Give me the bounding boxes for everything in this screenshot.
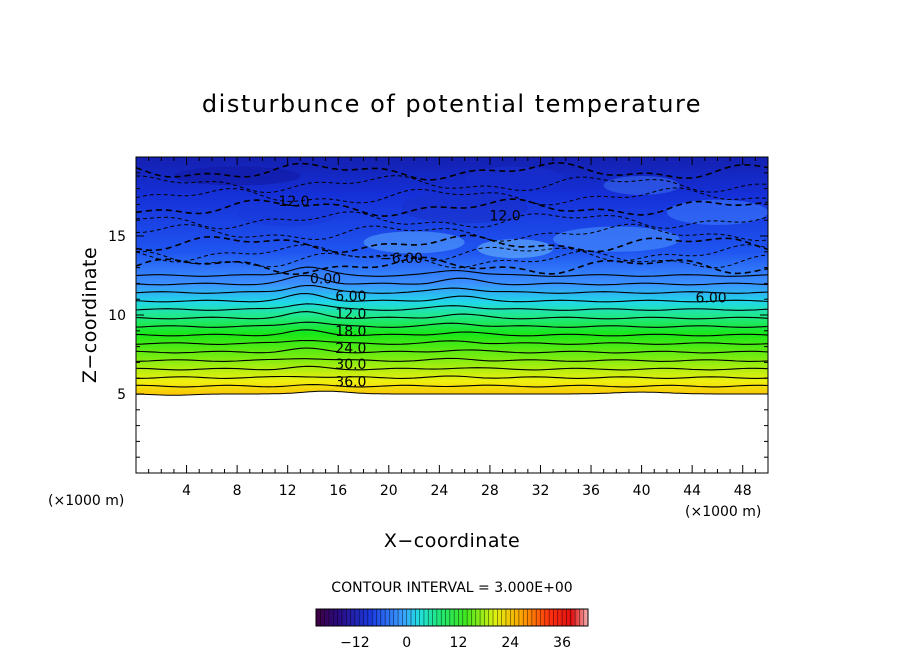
x-tick-label: 16 (329, 483, 347, 499)
contour-line (136, 284, 768, 294)
colorbar-tick-label: 36 (553, 635, 571, 651)
x-unit-right: (×1000 m) (685, 504, 761, 520)
contour-label: −6.00 (380, 251, 423, 267)
contour-label: 12.0 (335, 306, 366, 322)
contour-line-negative (136, 244, 768, 263)
contour-line-negative (136, 211, 768, 230)
contour-label: 24.0 (335, 341, 366, 357)
colorbar-tick-label: 12 (450, 635, 468, 651)
x-tick-label: 48 (734, 483, 752, 499)
contour-line (136, 384, 768, 388)
chart-title: disturbunce of potential temperature (202, 90, 702, 118)
y-tick-label: 10 (108, 308, 126, 324)
colorbar: −12 0 12 24 36 (315, 608, 589, 651)
contour-label: 30.0 (335, 357, 366, 373)
y-tick-label: 15 (108, 229, 126, 245)
contour-line (136, 266, 768, 277)
contour-line (136, 357, 768, 362)
plot-area (136, 157, 768, 473)
upper-field-blotches (173, 166, 768, 259)
y-axis-ticks: 5 10 15 (108, 172, 768, 458)
contour-label: 18.0 (335, 324, 366, 340)
x-tick-label: 24 (430, 483, 448, 499)
x-tick-label: 28 (481, 483, 499, 499)
colorbar-fill (316, 609, 588, 626)
x-tick-label: 8 (233, 483, 242, 499)
x-tick-label: 32 (532, 483, 550, 499)
contour-label: 6.00 (335, 289, 366, 305)
y-tick-label: 5 (117, 387, 126, 403)
contour-labels: 12.012.0−6.000.006.00 6.0012.018.024.030.… (278, 194, 726, 390)
x-unit-left: (×1000 m) (48, 493, 124, 509)
colorbar-ticks: −12 0 12 24 36 (340, 635, 571, 651)
contour-line-negative (136, 175, 768, 194)
colorbar-tick-label: 24 (501, 635, 519, 651)
colorbar-tick-label: −12 (340, 635, 370, 651)
contour-line (136, 365, 768, 371)
contour-label: 36.0 (335, 374, 366, 390)
contour-line-negative (136, 223, 768, 242)
contour-line-negative (136, 256, 768, 276)
x-tick-label: 4 (182, 483, 191, 499)
x-tick-label: 20 (380, 483, 398, 499)
contour-line-negative (136, 161, 768, 181)
contour-line (136, 274, 768, 286)
contour-line-negative (136, 187, 768, 206)
contour-line-negative (136, 234, 768, 254)
colorbar-tick-label: 0 (402, 635, 411, 651)
field-blotch (603, 175, 680, 195)
x-tick-label: 36 (582, 483, 600, 499)
contour-line (136, 321, 768, 328)
terrain (136, 390, 768, 473)
colorbar-frame (315, 608, 589, 627)
contour-line (136, 339, 768, 345)
contour-line (136, 292, 768, 303)
contour-line (136, 375, 768, 379)
contour-line-negative (136, 198, 768, 217)
x-axis-title: X−coordinate (384, 530, 520, 552)
contour-label: 0.00 (310, 272, 341, 288)
y-axis-title: Z−coordinate (79, 247, 101, 383)
contour-lines (136, 161, 768, 388)
x-tick-label: 40 (633, 483, 651, 499)
field-blotch (553, 226, 680, 252)
contour-interval-note: CONTOUR INTERVAL = 3.000E+00 (331, 580, 572, 596)
contour-label: 12.0 (278, 194, 309, 210)
contour-label: 12.0 (490, 208, 521, 224)
contour-line (136, 329, 768, 337)
field-blotch (363, 231, 465, 254)
contour-line (136, 311, 768, 320)
contour-line-negative (136, 250, 768, 269)
contour-line (136, 303, 768, 311)
contour-label: 6.00 (696, 291, 727, 307)
field-blotch (464, 166, 566, 192)
x-tick-label: 44 (683, 483, 701, 499)
field-blotch (666, 199, 768, 225)
x-tick-label: 12 (279, 483, 297, 499)
colorbar-segments (320, 609, 584, 626)
x-axis-ticks: 4 8 12 16 20 24 28 32 36 40 44 48 (148, 157, 756, 499)
field-blotch (477, 239, 554, 259)
contour-line (136, 347, 768, 354)
